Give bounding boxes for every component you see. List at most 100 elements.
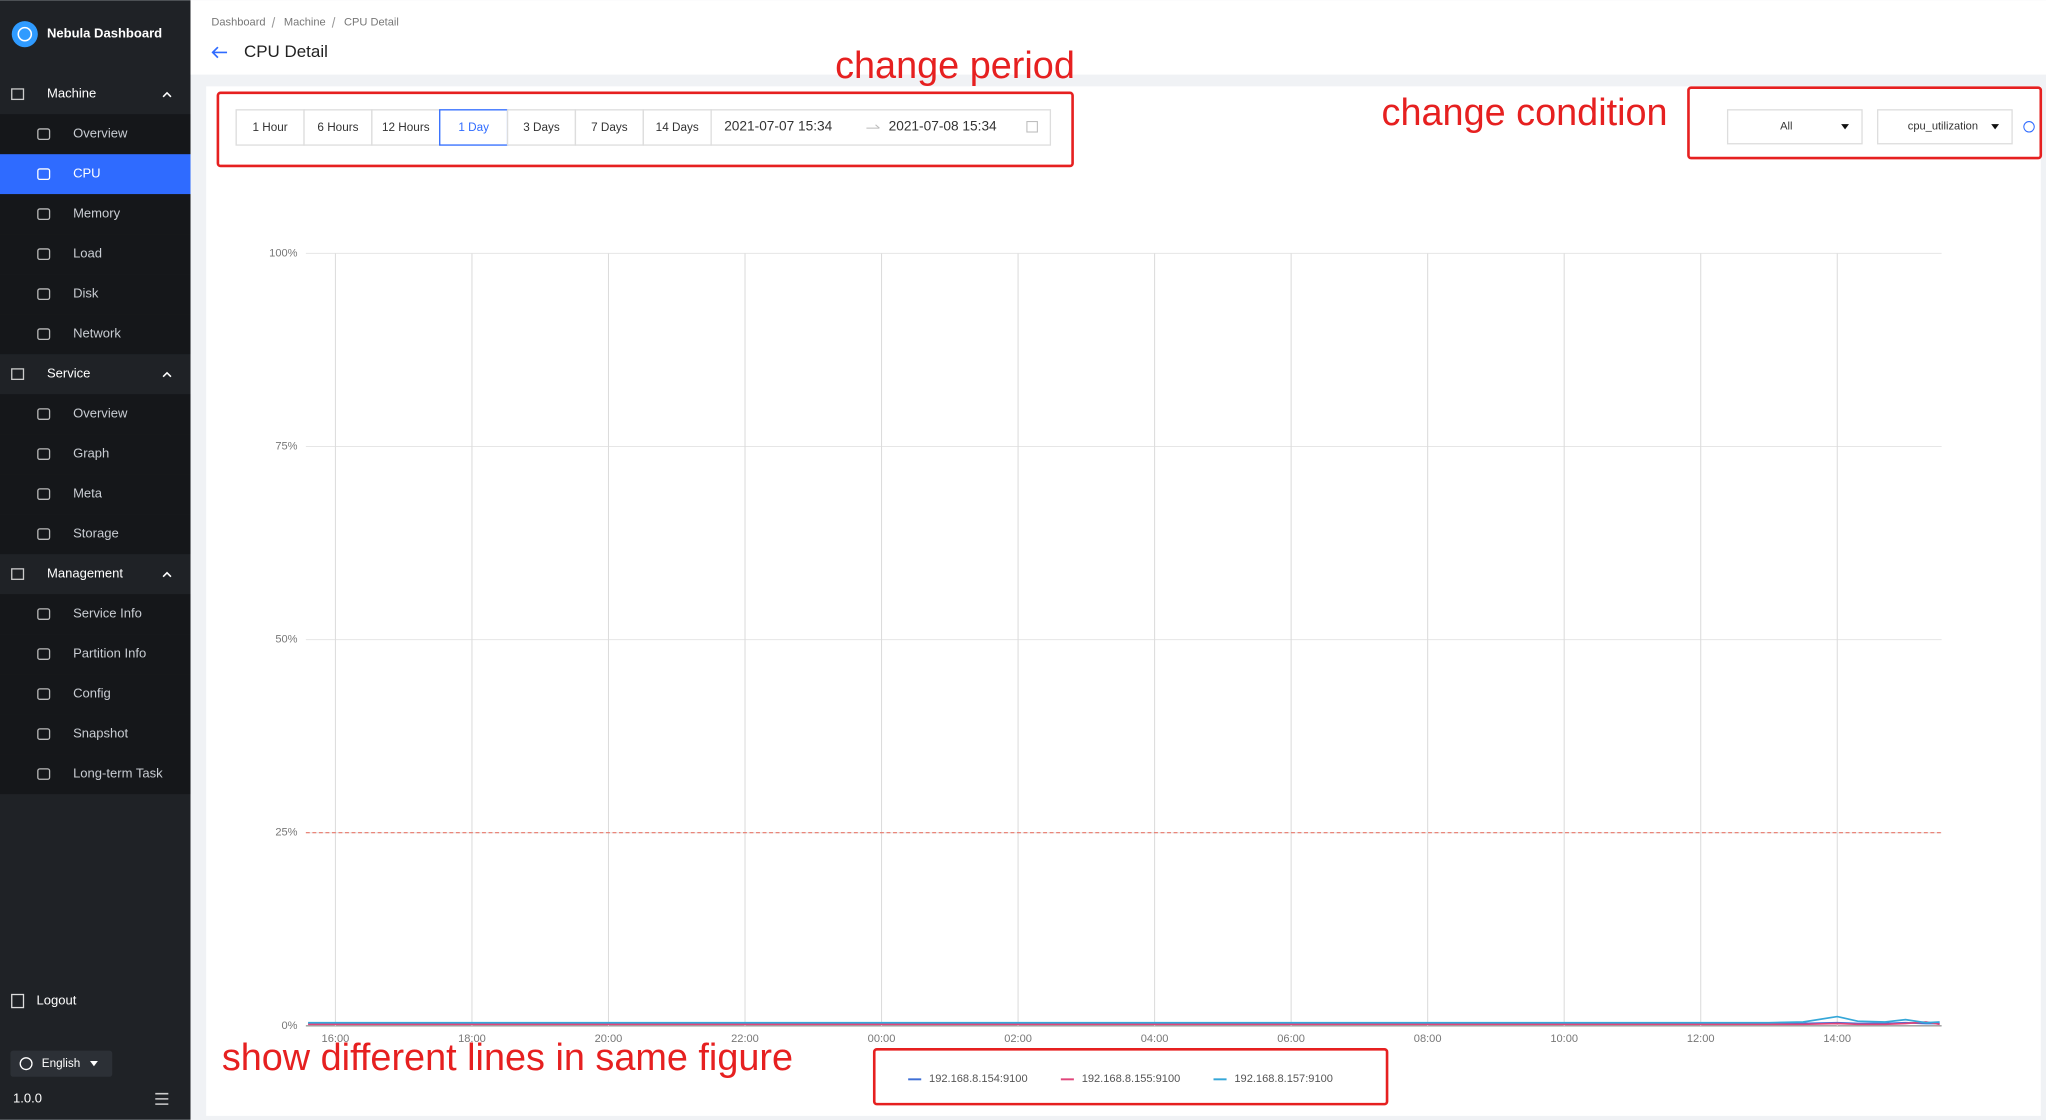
breadcrumb-item[interactable]: Machine — [284, 16, 326, 28]
date-arrow — [866, 124, 880, 129]
menu-item[interactable] — [0, 594, 191, 635]
item-label[interactable]: Graph — [73, 446, 109, 461]
date-start[interactable]: 2021-07-07 15:34 — [724, 118, 832, 133]
breadcrumb-separator — [271, 17, 276, 28]
select[interactable] — [1726, 109, 1863, 145]
annotation-text: change condition — [1382, 92, 1668, 134]
toolbar: 1 Hour 6 Hours 12 Hours 1 Day 3 Days 7 Days 14… — [235, 109, 2035, 146]
period-label[interactable]: 1 Hour — [252, 121, 287, 134]
item-label[interactable]: Load — [73, 246, 102, 261]
group-icon — [11, 88, 25, 101]
logout-icon — [11, 993, 25, 1009]
select-value[interactable]: cpu_utilization — [1908, 121, 1978, 133]
period-label[interactable]: 7 Days — [591, 121, 628, 134]
version: 1.0.0 — [13, 1090, 42, 1105]
legend-label[interactable]: 192.168.8.157:9100 — [1234, 1073, 1333, 1085]
chart: 0% 25% 50% 75% 100% 16:00 18:00 20:00 22:00 00:00… — [269, 247, 1942, 1085]
menu-item[interactable] — [0, 434, 191, 475]
language[interactable]: English — [42, 1057, 80, 1070]
item-label[interactable]: CPU — [73, 166, 101, 181]
menu-item[interactable] — [0, 714, 191, 755]
period-label[interactable]: 12 Hours — [382, 121, 430, 134]
x-tick-label: 08:00 — [1414, 1033, 1442, 1045]
logout[interactable]: Logout — [37, 992, 77, 1007]
menu-item[interactable] — [0, 114, 191, 155]
annotation-box — [872, 1048, 1389, 1106]
period-label[interactable]: 3 Days — [523, 121, 560, 134]
menu-item[interactable] — [0, 274, 191, 315]
menu-item[interactable] — [0, 474, 191, 515]
group-label[interactable]: Management — [47, 566, 123, 581]
x-tick-label: 00:00 — [868, 1033, 896, 1045]
period-button[interactable] — [303, 109, 373, 146]
group-caret — [162, 571, 172, 578]
y-tick-label: 75% — [275, 440, 297, 452]
date-range[interactable] — [710, 109, 1052, 146]
item-icon — [37, 608, 51, 620]
menu-item[interactable] — [0, 514, 191, 555]
menu-item[interactable] — [0, 634, 191, 675]
menu-item[interactable] — [0, 754, 191, 795]
menu-group[interactable] — [0, 554, 191, 595]
group-caret — [162, 371, 172, 378]
period-button[interactable] — [506, 109, 577, 146]
language-select[interactable] — [10, 1050, 113, 1077]
period-label[interactable]: 14 Days — [656, 121, 699, 134]
menu-item[interactable] — [0, 194, 191, 235]
x-tick-label: 10:00 — [1550, 1033, 1578, 1045]
x-tick-label: 16:00 — [322, 1033, 350, 1045]
group-caret — [162, 91, 172, 98]
item-label[interactable]: Network — [73, 326, 121, 341]
item-label[interactable]: Memory — [73, 206, 121, 221]
brand: Nebula Dashboard — [47, 26, 162, 41]
x-tick-label: 06:00 — [1277, 1033, 1305, 1045]
item-label[interactable]: Partition Info — [73, 646, 146, 661]
x-tick-label: 20:00 — [595, 1033, 623, 1045]
menu-item[interactable] — [0, 154, 191, 195]
group-label[interactable]: Service — [47, 366, 90, 381]
item-label[interactable]: Overview — [73, 406, 128, 421]
annotation-box — [1687, 86, 2043, 160]
item-label[interactable]: Long-term Task — [73, 765, 163, 780]
y-tick-label: 50% — [275, 634, 297, 646]
menu-item[interactable] — [0, 394, 191, 435]
group-label[interactable]: Machine — [47, 86, 96, 101]
group-icon — [11, 568, 25, 580]
x-tick-label: 22:00 — [731, 1033, 759, 1045]
date-end[interactable]: 2021-07-08 15:34 — [889, 118, 997, 133]
group-icon — [11, 368, 25, 380]
period-button[interactable] — [235, 109, 305, 146]
item-icon — [37, 728, 51, 740]
x-tick-label: 04:00 — [1141, 1033, 1169, 1045]
period-button[interactable] — [574, 109, 644, 146]
menu-group[interactable] — [0, 354, 191, 395]
item-icon — [37, 208, 51, 221]
period-button[interactable] — [371, 109, 441, 146]
select-value[interactable]: All — [1780, 121, 1792, 133]
annotation-box — [216, 91, 1074, 168]
period-label[interactable]: 6 Hours — [317, 121, 358, 134]
page-title: CPU Detail — [244, 42, 328, 61]
legend-label[interactable]: 192.168.8.155:9100 — [1082, 1073, 1181, 1085]
select[interactable] — [1877, 109, 2013, 145]
menu-group[interactable] — [0, 74, 191, 115]
item-label[interactable]: Meta — [73, 486, 103, 501]
item-label[interactable]: Config — [73, 686, 111, 701]
item-label[interactable]: Service Info — [73, 606, 142, 621]
menu-item[interactable] — [0, 234, 191, 275]
menu-item[interactable] — [0, 314, 191, 355]
item-label[interactable]: Storage — [73, 526, 119, 541]
collapse-icon[interactable] — [155, 1092, 169, 1105]
period-button[interactable] — [642, 109, 712, 146]
breadcrumb-item[interactable]: Dashboard — [211, 16, 265, 28]
legend-label[interactable]: 192.168.8.154:9100 — [929, 1073, 1028, 1085]
period-label[interactable]: 1 Day — [458, 121, 489, 134]
item-label[interactable]: Overview — [73, 126, 128, 141]
item-label[interactable]: Disk — [73, 286, 99, 301]
back-arrow[interactable] — [211, 46, 228, 59]
item-icon — [37, 768, 51, 780]
item-label[interactable]: Snapshot — [73, 726, 128, 741]
item-icon — [37, 688, 51, 700]
menu-item[interactable] — [0, 674, 191, 715]
